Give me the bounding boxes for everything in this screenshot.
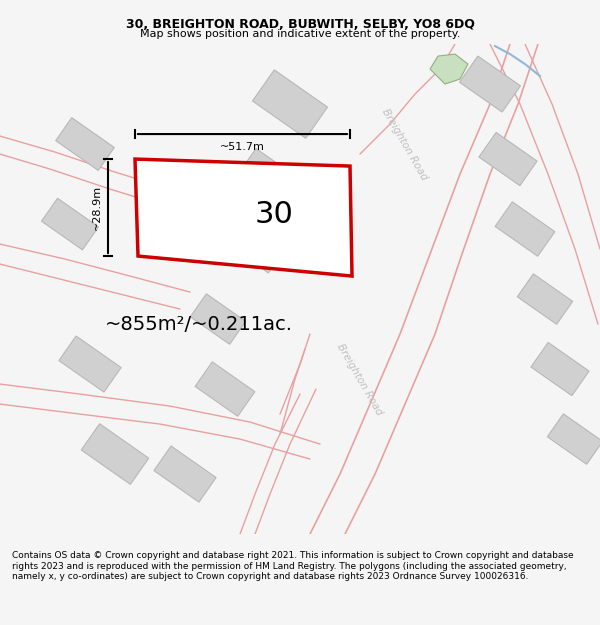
Text: Breighton Road: Breighton Road (335, 341, 385, 417)
Polygon shape (495, 202, 555, 256)
Polygon shape (135, 159, 352, 276)
Polygon shape (460, 56, 520, 112)
Polygon shape (81, 424, 149, 484)
Text: 30, BREIGHTON ROAD, BUBWITH, SELBY, YO8 6DQ: 30, BREIGHTON ROAD, BUBWITH, SELBY, YO8 … (125, 18, 475, 31)
Polygon shape (56, 118, 115, 171)
Polygon shape (547, 414, 600, 464)
Polygon shape (41, 198, 98, 250)
Text: ~28.9m: ~28.9m (92, 185, 102, 230)
Text: ~51.7m: ~51.7m (220, 142, 265, 152)
Polygon shape (236, 149, 304, 209)
Polygon shape (479, 132, 537, 186)
Polygon shape (223, 215, 287, 273)
Text: Map shows position and indicative extent of the property.: Map shows position and indicative extent… (140, 29, 460, 39)
Polygon shape (59, 336, 121, 392)
Polygon shape (154, 446, 216, 502)
Polygon shape (253, 70, 328, 138)
Polygon shape (531, 342, 589, 396)
Text: 30: 30 (254, 200, 293, 229)
Text: Contains OS data © Crown copyright and database right 2021. This information is : Contains OS data © Crown copyright and d… (12, 551, 574, 581)
Polygon shape (190, 294, 245, 344)
Polygon shape (430, 54, 468, 84)
Polygon shape (517, 274, 572, 324)
Text: Breighton Road: Breighton Road (380, 106, 430, 182)
Text: ~855m²/~0.211ac.: ~855m²/~0.211ac. (105, 314, 293, 334)
Polygon shape (195, 362, 255, 416)
